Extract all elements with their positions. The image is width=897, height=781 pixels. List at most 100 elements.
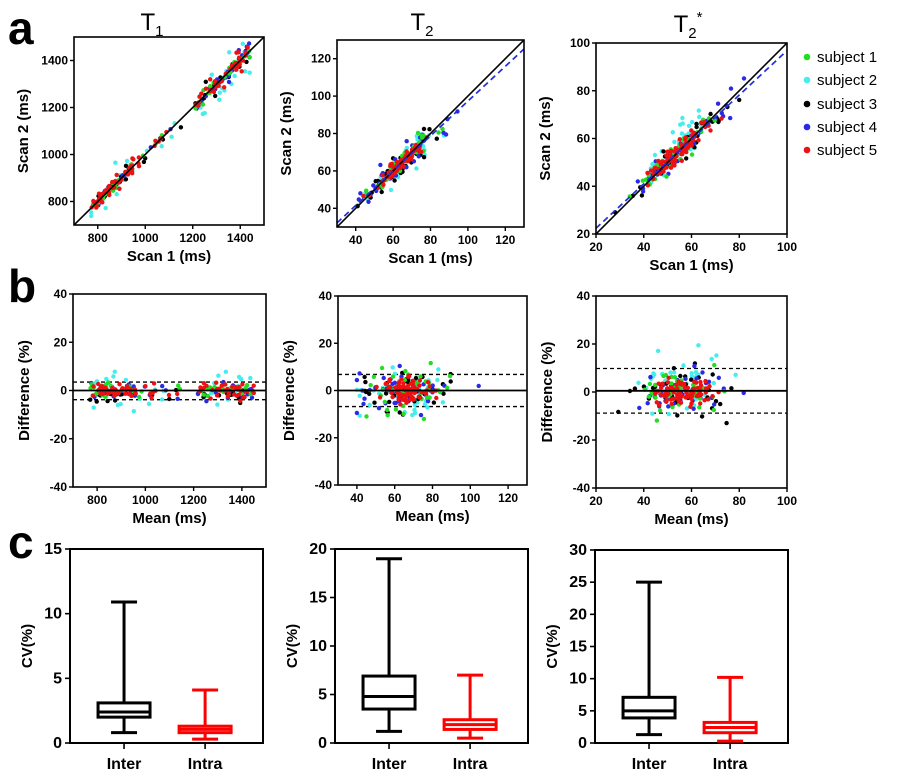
data-point-subject-5: [131, 157, 136, 162]
data-point-subject-5: [417, 383, 422, 388]
data-point-subject-5: [404, 398, 409, 403]
data-point-subject-3: [213, 93, 218, 99]
y-axis-label: CV(%): [544, 624, 561, 668]
data-point-subject-3: [421, 126, 427, 132]
y-tick-label: 10: [44, 606, 62, 623]
data-point-subject-5: [251, 383, 256, 388]
data-point-subject-4: [635, 179, 640, 184]
data-point-subject-5: [151, 381, 157, 386]
data-point-subject-5: [214, 380, 219, 385]
x-tick-label: 40: [350, 491, 364, 505]
data-point-subject-4: [476, 383, 481, 389]
data-point-subject-5: [214, 393, 220, 398]
legend: subject 1 subject 2 subject 3 subject 4 …: [803, 49, 877, 159]
y-axis-label: Scan 2 (ms): [15, 89, 32, 173]
data-point-subject-2: [650, 411, 655, 416]
data-point-subject-3: [718, 401, 723, 407]
y-tick-label: 0: [325, 384, 332, 398]
y-tick-label: 80: [318, 127, 332, 141]
data-point-subject-3: [639, 193, 645, 198]
plot-area: [337, 40, 524, 227]
data-point-subject-3: [434, 136, 439, 141]
data-point-subject-3: [699, 414, 705, 419]
data-point-subject-2: [672, 370, 677, 375]
data-point-subject-3: [141, 159, 147, 165]
x-tick-label: 40: [637, 240, 651, 254]
x-tick-label: 1000: [132, 231, 159, 245]
data-point-subject-1: [176, 383, 181, 388]
data-point-subject-4: [645, 401, 650, 406]
data-point-subject-5: [130, 171, 135, 176]
data-point-subject-2: [672, 139, 677, 145]
x-tick-label: 60: [685, 494, 699, 508]
data-point-subject-5: [150, 390, 155, 396]
data-point-subject-5: [416, 148, 422, 153]
x-tick-label: 120: [495, 233, 515, 247]
box-iqr: [361, 674, 417, 711]
data-point-subject-1: [419, 135, 425, 140]
data-point-subject-5: [669, 148, 674, 154]
y-tick-label: 40: [318, 201, 332, 215]
plot-area: [596, 343, 787, 426]
data-point-subject-5: [672, 163, 677, 168]
x-tick-label: 1400: [229, 493, 256, 507]
y-tick-label: 10: [309, 638, 327, 655]
chart-a-T2: 40 60 80 100 120 40 60 80 100 120 Scan 1 (ms) Scan …: [278, 39, 525, 267]
data-point-subject-3: [713, 399, 719, 404]
data-point-subject-2: [104, 376, 109, 382]
data-point-subject-4: [418, 412, 424, 418]
data-point-subject-5: [211, 89, 217, 95]
data-point-subject-5: [665, 149, 670, 154]
data-point-subject-5: [698, 379, 703, 385]
data-point-subject-1: [640, 178, 645, 183]
data-point-subject-4: [692, 363, 697, 369]
data-point-subject-5: [674, 382, 679, 387]
data-point-subject-2: [248, 375, 253, 381]
data-point-subject-3: [112, 398, 118, 403]
data-point-subject-1: [208, 84, 213, 89]
data-point-subject-1: [402, 377, 407, 383]
y-tick-label: 120: [311, 52, 331, 66]
data-point-subject-3: [167, 396, 172, 402]
data-point-subject-5: [660, 381, 665, 386]
data-point-subject-3: [123, 163, 129, 168]
data-point-subject-5: [240, 382, 245, 387]
data-point-subject-4: [637, 405, 642, 411]
data-point-subject-1: [364, 188, 369, 193]
data-point-subject-5: [427, 384, 432, 389]
y-tick-label: 20: [54, 335, 68, 349]
data-point-subject-5: [653, 165, 658, 171]
regression-line: [596, 50, 787, 229]
data-point-subject-5: [223, 382, 228, 387]
category-label-intra: Intra: [453, 756, 488, 773]
data-point-subject-5: [116, 390, 121, 396]
data-point-subject-5: [689, 128, 694, 133]
data-point-subject-4: [700, 370, 705, 375]
data-point-subject-2: [91, 405, 96, 410]
data-point-subject-5: [239, 69, 244, 74]
data-point-subject-5: [219, 383, 224, 388]
data-point-subject-5: [682, 385, 688, 391]
data-point-subject-2: [655, 348, 661, 354]
data-point-subject-4: [694, 376, 699, 381]
data-point-subject-5: [143, 384, 148, 389]
data-point-subject-2: [404, 145, 410, 151]
data-point-subject-2: [239, 377, 244, 382]
data-point-subject-3: [363, 379, 368, 385]
data-point-subject-2: [689, 371, 694, 376]
data-point-subject-2: [209, 72, 214, 77]
y-tick-label: 0: [53, 735, 62, 752]
data-point-subject-2: [240, 41, 245, 46]
data-point-subject-4: [392, 380, 398, 385]
data-point-subject-4: [666, 404, 671, 409]
data-point-subject-5: [377, 395, 383, 400]
data-point-subject-4: [381, 375, 386, 381]
data-point-subject-5: [664, 165, 669, 170]
data-point-subject-1: [415, 130, 421, 136]
data-point-subject-1: [689, 152, 695, 157]
data-point-subject-5: [702, 398, 707, 403]
data-point-subject-2: [412, 407, 417, 413]
legend-label-subject-5: subject 5: [817, 142, 877, 159]
data-point-subject-4: [683, 376, 688, 381]
